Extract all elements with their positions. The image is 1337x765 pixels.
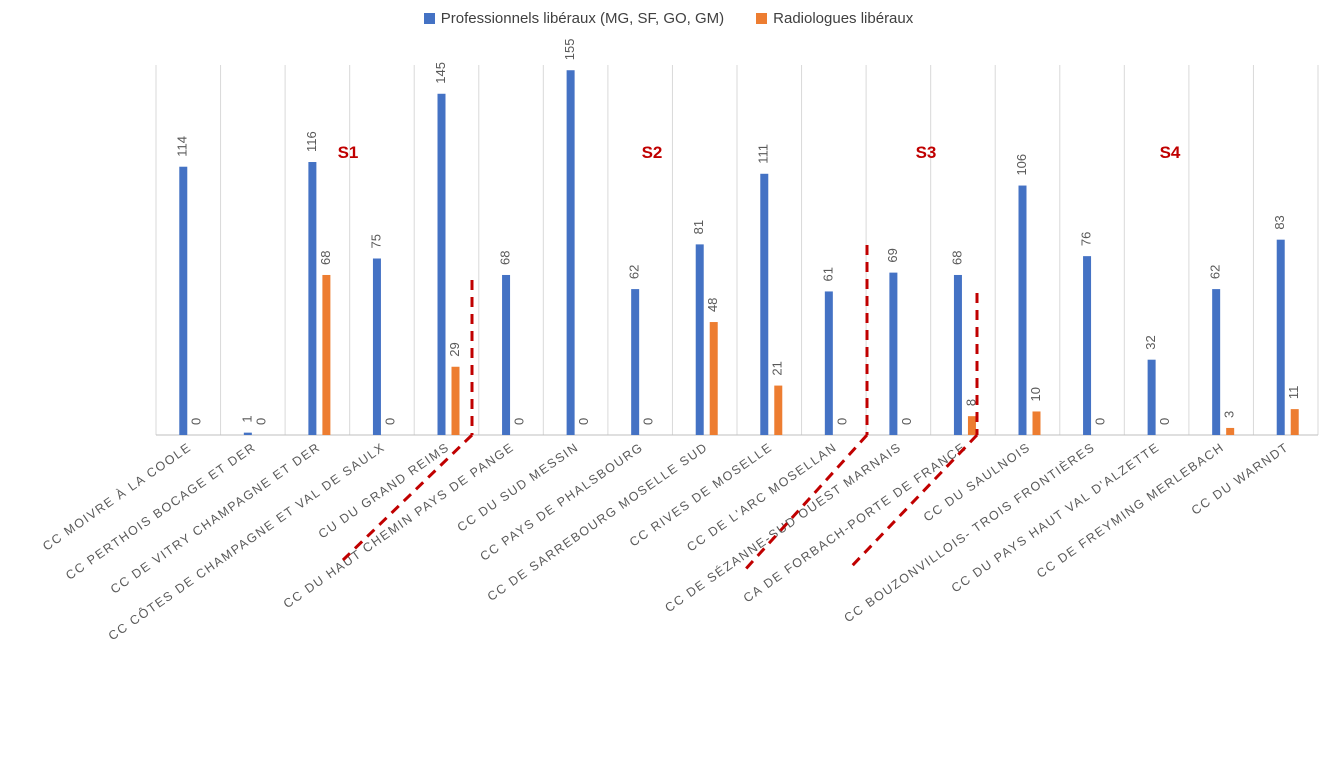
data-label: 0 bbox=[382, 418, 397, 425]
bar-professionnels bbox=[953, 274, 962, 435]
sector-label: S4 bbox=[1160, 143, 1181, 162]
data-label: 68 bbox=[497, 251, 512, 265]
category-label: CC DU SAULNOIS bbox=[921, 440, 1033, 524]
bar-radiologues bbox=[1290, 409, 1299, 435]
data-label: 0 bbox=[189, 418, 204, 425]
data-label: 62 bbox=[627, 265, 642, 279]
data-label: 111 bbox=[756, 144, 771, 164]
data-label: 0 bbox=[253, 418, 268, 425]
data-label: 68 bbox=[949, 251, 964, 265]
legend-swatch-orange bbox=[756, 13, 768, 24]
data-label: 69 bbox=[885, 248, 900, 262]
bar-professionnels bbox=[889, 272, 898, 435]
data-label: 8 bbox=[963, 399, 978, 406]
data-label: 10 bbox=[1028, 387, 1043, 401]
data-label: 114 bbox=[175, 136, 190, 157]
bar-radiologues bbox=[451, 366, 460, 435]
data-label: 0 bbox=[1092, 418, 1107, 425]
data-label: 0 bbox=[576, 418, 591, 425]
category-label: CA DE FORBACH-PORTE DE FRANCE bbox=[741, 440, 969, 605]
data-label: 145 bbox=[433, 62, 448, 84]
sector-label: S2 bbox=[642, 143, 663, 162]
category-label: CC DE SARREBOURG MOSELLE SUD bbox=[485, 440, 711, 604]
data-label: 81 bbox=[691, 220, 706, 234]
data-label: 29 bbox=[447, 342, 462, 356]
data-label: 11 bbox=[1286, 386, 1301, 400]
data-label: 68 bbox=[318, 251, 333, 265]
data-label: 0 bbox=[641, 418, 656, 425]
bar-professionnels bbox=[1018, 185, 1027, 435]
bar-professionnels bbox=[1276, 239, 1285, 435]
category-label: CC DU SUD MESSIN bbox=[455, 440, 582, 535]
bar-professionnels bbox=[502, 274, 511, 435]
chart-legend: Professionnels libéraux (MG, SF, GO, GM)… bbox=[0, 10, 1337, 27]
data-label: 0 bbox=[511, 418, 526, 425]
sector-label: S1 bbox=[338, 143, 359, 162]
bar-professionnels bbox=[1147, 359, 1156, 435]
bar-radiologues bbox=[1032, 411, 1041, 435]
data-label: 48 bbox=[705, 298, 720, 312]
legend-label-radiologues: Radiologues libéraux bbox=[773, 10, 914, 27]
bar-professionnels bbox=[372, 258, 381, 435]
sector-divider-diagonal bbox=[849, 433, 979, 569]
data-label: 61 bbox=[820, 267, 835, 281]
bar-radiologues bbox=[1226, 427, 1235, 435]
bar-professionnels bbox=[308, 162, 317, 435]
bar-professionnels bbox=[1083, 256, 1092, 435]
sector-divider-diagonal bbox=[341, 433, 474, 562]
sector-label: S3 bbox=[916, 143, 937, 162]
data-label: 155 bbox=[562, 39, 577, 61]
data-label: 3 bbox=[1222, 411, 1237, 418]
data-label: 83 bbox=[1272, 215, 1287, 229]
bar-professionnels bbox=[437, 93, 446, 436]
data-label: 0 bbox=[899, 418, 914, 425]
data-label: 76 bbox=[1078, 232, 1093, 246]
data-label: 32 bbox=[1143, 335, 1158, 349]
bar-professionnels bbox=[760, 173, 769, 435]
bar-professionnels bbox=[566, 70, 575, 435]
data-label: 0 bbox=[1157, 418, 1172, 425]
bar-radiologues bbox=[709, 322, 718, 435]
bar-professionnels bbox=[179, 166, 188, 435]
bar-radiologues bbox=[967, 416, 976, 435]
bar-professionnels bbox=[1212, 289, 1221, 435]
bar-professionnels bbox=[243, 432, 252, 435]
bar-professionnels bbox=[824, 291, 833, 435]
data-label: 106 bbox=[1014, 154, 1029, 176]
legend-item-radiologues: Radiologues libéraux bbox=[756, 10, 913, 27]
bar-professionnels bbox=[695, 244, 704, 435]
bar-radiologues bbox=[774, 385, 783, 435]
data-label: 21 bbox=[770, 361, 785, 375]
legend-swatch-blue bbox=[423, 13, 435, 24]
legend-item-professionnels: Professionnels libéraux (MG, SF, GO, GM) bbox=[423, 10, 725, 27]
sector-divider-diagonal bbox=[741, 433, 869, 574]
data-label: 0 bbox=[834, 418, 849, 425]
category-label: CC DU HAUT CHEMIN PAYS DE PANGE bbox=[281, 440, 517, 611]
data-label: 116 bbox=[304, 131, 319, 152]
data-label: 75 bbox=[368, 234, 383, 248]
data-label: 1 bbox=[239, 415, 254, 422]
legend-label-professionnels: Professionnels libéraux (MG, SF, GO, GM) bbox=[440, 10, 725, 27]
data-label: 62 bbox=[1208, 265, 1223, 279]
bar-radiologues bbox=[322, 274, 331, 435]
bar-professionnels bbox=[631, 289, 640, 435]
